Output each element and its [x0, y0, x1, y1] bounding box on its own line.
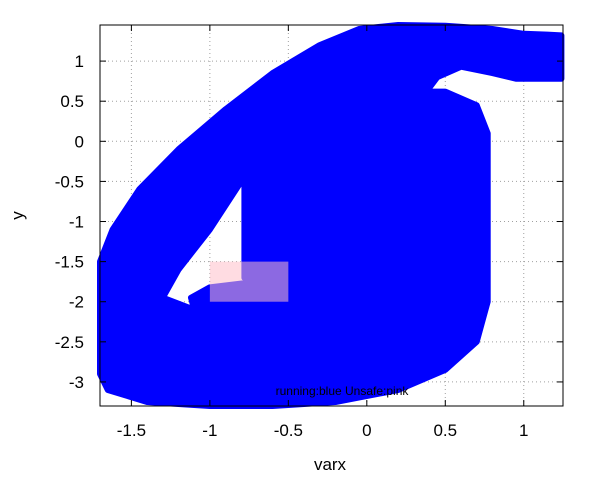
y-tick-label: -1 [69, 213, 84, 232]
y-axis-label: y [8, 211, 27, 220]
plot-regions [97, 22, 565, 409]
region-unsafe [209, 261, 289, 302]
y-tick-label: 0 [75, 132, 84, 151]
x-tick-label: -0.5 [274, 421, 303, 440]
x-tick-label: 0.5 [433, 421, 457, 440]
x-axis-label: varx [314, 455, 347, 474]
y-tick-label: 0.5 [60, 92, 84, 111]
region-running [97, 22, 565, 409]
y-tick-label: -1.5 [55, 253, 84, 272]
y-tick-label: -0.5 [55, 172, 84, 191]
x-tick-label: -1.5 [117, 421, 146, 440]
legend-annotation: running:blue Unsafe:pink [276, 384, 410, 398]
x-tick-label: -1 [202, 421, 217, 440]
y-tick-labels: -3 -2.5 -2 -1.5 -1 -0.5 0 0.5 1 [55, 52, 84, 392]
y-tick-label: -3 [69, 373, 84, 392]
plot-frame [99, 24, 564, 407]
y-tick-label: 1 [75, 52, 84, 71]
x-tick-label: 0 [362, 421, 371, 440]
y-tick-label: -2.5 [55, 333, 84, 352]
x-tick-labels: -1.5 -1 -0.5 0 0.5 1 [117, 421, 529, 440]
x-tick-label: 1 [519, 421, 528, 440]
tick-marks [100, 25, 563, 406]
y-tick-label: -2 [69, 293, 84, 312]
